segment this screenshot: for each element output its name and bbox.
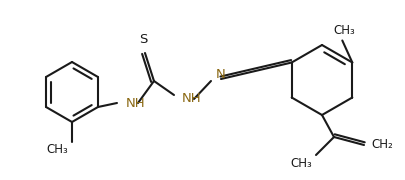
Text: NH: NH bbox=[182, 93, 202, 105]
Text: CH₃: CH₃ bbox=[333, 24, 355, 37]
Text: NH: NH bbox=[126, 96, 146, 109]
Text: CH₃: CH₃ bbox=[46, 143, 68, 156]
Text: CH₂: CH₂ bbox=[371, 138, 393, 152]
Text: N: N bbox=[216, 68, 226, 80]
Text: CH₃: CH₃ bbox=[290, 157, 312, 170]
Text: S: S bbox=[139, 33, 147, 46]
